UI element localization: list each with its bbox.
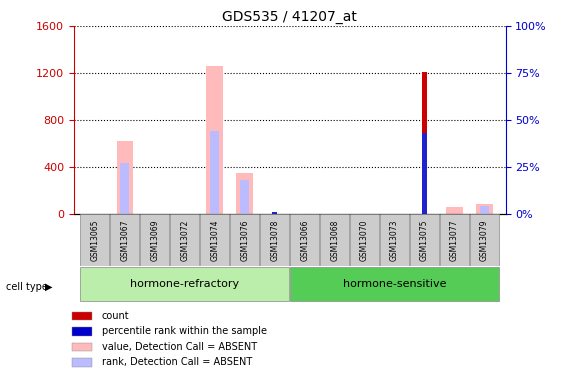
Bar xyxy=(72,327,92,336)
Bar xyxy=(72,343,92,351)
Bar xyxy=(477,204,493,214)
Text: GSM13077: GSM13077 xyxy=(450,219,459,261)
Bar xyxy=(273,212,277,214)
Text: count: count xyxy=(102,310,130,321)
Title: GDS535 / 41207_at: GDS535 / 41207_at xyxy=(222,10,357,24)
Bar xyxy=(140,214,169,266)
Bar xyxy=(320,214,349,266)
Text: GSM13078: GSM13078 xyxy=(270,219,279,261)
Text: value, Detection Call = ABSENT: value, Detection Call = ABSENT xyxy=(102,342,257,352)
Text: cell type: cell type xyxy=(6,282,48,292)
Bar xyxy=(201,214,229,266)
Bar xyxy=(260,214,289,266)
Text: hormone-sensitive: hormone-sensitive xyxy=(343,279,446,289)
Bar xyxy=(72,358,92,367)
Bar xyxy=(470,214,499,266)
Text: percentile rank within the sample: percentile rank within the sample xyxy=(102,326,267,336)
Text: GSM13072: GSM13072 xyxy=(180,219,189,261)
Bar xyxy=(421,72,428,214)
Bar xyxy=(422,133,427,214)
Bar xyxy=(480,206,489,214)
Bar xyxy=(410,214,439,266)
Bar xyxy=(350,214,379,266)
Bar xyxy=(207,66,223,214)
Bar xyxy=(290,267,499,301)
Bar xyxy=(290,214,319,266)
Bar xyxy=(72,312,92,320)
Text: ▶: ▶ xyxy=(44,282,52,292)
Bar xyxy=(110,214,139,266)
Bar xyxy=(116,141,133,214)
Bar xyxy=(120,163,130,214)
Text: rank, Detection Call = ABSENT: rank, Detection Call = ABSENT xyxy=(102,357,252,367)
Bar xyxy=(236,173,253,214)
Text: GSM13079: GSM13079 xyxy=(480,219,489,261)
Text: GSM13075: GSM13075 xyxy=(420,219,429,261)
Text: GSM13066: GSM13066 xyxy=(300,219,309,261)
Bar xyxy=(446,207,463,214)
Text: GSM13070: GSM13070 xyxy=(360,219,369,261)
Text: GSM13067: GSM13067 xyxy=(120,219,130,261)
Bar xyxy=(231,214,259,266)
Bar xyxy=(210,131,219,214)
Bar xyxy=(170,214,199,266)
Text: GSM13069: GSM13069 xyxy=(151,219,159,261)
Bar xyxy=(380,214,409,266)
Text: GSM13076: GSM13076 xyxy=(240,219,249,261)
Text: GSM13068: GSM13068 xyxy=(330,219,339,261)
Text: hormone-refractory: hormone-refractory xyxy=(130,279,239,289)
Text: GSM13074: GSM13074 xyxy=(210,219,219,261)
Text: GSM13073: GSM13073 xyxy=(390,219,399,261)
Bar xyxy=(81,267,289,301)
Bar xyxy=(81,214,109,266)
Bar xyxy=(240,180,249,214)
Bar xyxy=(440,214,469,266)
Text: GSM13065: GSM13065 xyxy=(90,219,99,261)
